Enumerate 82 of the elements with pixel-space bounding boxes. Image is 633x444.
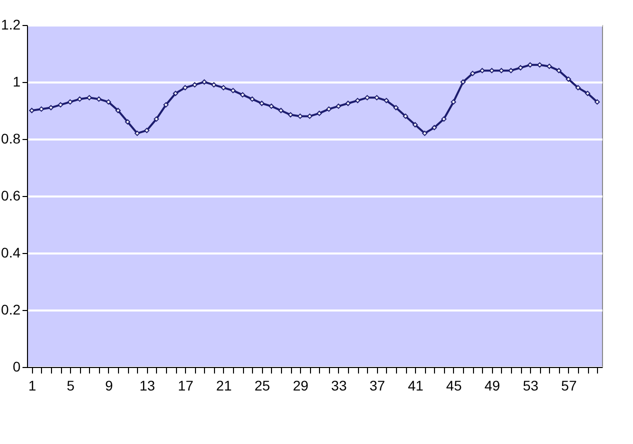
x-tick-label: 45 bbox=[446, 378, 462, 394]
point bbox=[432, 124, 437, 130]
point bbox=[240, 92, 246, 98]
point bbox=[508, 68, 514, 74]
x-tick-label: 1 bbox=[28, 378, 36, 394]
x-tick-label: 21 bbox=[216, 378, 232, 394]
point bbox=[125, 119, 130, 125]
point bbox=[48, 105, 54, 110]
point bbox=[182, 85, 188, 90]
y-tick-label: 0.4 bbox=[1, 244, 21, 260]
point bbox=[441, 116, 446, 122]
y-tick-label: 0.2 bbox=[1, 302, 21, 318]
point bbox=[77, 96, 82, 102]
point bbox=[498, 68, 504, 74]
point bbox=[58, 102, 64, 108]
point bbox=[278, 108, 284, 114]
point bbox=[585, 90, 590, 96]
point bbox=[384, 98, 389, 104]
point bbox=[546, 64, 552, 69]
point bbox=[460, 79, 466, 85]
point bbox=[556, 68, 562, 74]
x-tick-label: 57 bbox=[561, 378, 577, 394]
point bbox=[470, 70, 476, 76]
point bbox=[172, 90, 178, 96]
point bbox=[192, 82, 198, 88]
point bbox=[144, 128, 150, 134]
y-tick-label: 1 bbox=[12, 74, 21, 90]
x-tick-label: 41 bbox=[408, 378, 424, 394]
x-tick-label: 9 bbox=[105, 378, 114, 394]
point bbox=[594, 99, 600, 105]
point bbox=[412, 122, 418, 128]
x-tick-label: 13 bbox=[140, 378, 156, 394]
point bbox=[29, 108, 34, 114]
x-tick-label: 25 bbox=[254, 378, 270, 394]
point bbox=[422, 130, 428, 136]
point bbox=[163, 102, 169, 108]
point bbox=[288, 112, 294, 118]
point bbox=[134, 130, 140, 136]
x-tick-label: 17 bbox=[178, 378, 194, 394]
point bbox=[355, 98, 360, 104]
x-tick-label: 5 bbox=[66, 378, 75, 394]
y-tick-label: 0.6 bbox=[1, 188, 21, 204]
y-tick-label: 1.2 bbox=[1, 16, 21, 32]
point bbox=[402, 114, 408, 119]
x-tick-label: 29 bbox=[292, 378, 309, 394]
x-tick-label: 53 bbox=[522, 378, 539, 394]
y-tick-label: 0.8 bbox=[1, 130, 21, 146]
point bbox=[298, 114, 303, 119]
point bbox=[202, 79, 207, 85]
point bbox=[307, 114, 312, 119]
point bbox=[115, 108, 121, 114]
point bbox=[106, 99, 112, 105]
point bbox=[230, 88, 236, 94]
point bbox=[566, 76, 572, 82]
point bbox=[250, 96, 255, 102]
point bbox=[268, 104, 274, 109]
point bbox=[336, 104, 342, 109]
point bbox=[450, 99, 456, 105]
point bbox=[68, 99, 73, 105]
point bbox=[364, 95, 370, 100]
y-tick-label: 0 bbox=[12, 358, 21, 374]
x-tick-label: 49 bbox=[484, 378, 500, 394]
point bbox=[211, 82, 216, 88]
x-tick-label: 37 bbox=[370, 378, 386, 394]
point bbox=[537, 62, 542, 68]
point bbox=[316, 110, 322, 116]
point bbox=[86, 95, 92, 100]
point bbox=[259, 100, 264, 106]
point bbox=[154, 116, 159, 122]
point bbox=[489, 68, 494, 74]
x-tick-label: 33 bbox=[331, 378, 347, 394]
point bbox=[345, 100, 351, 106]
point bbox=[374, 95, 380, 100]
point bbox=[518, 65, 524, 70]
point bbox=[393, 105, 399, 110]
point bbox=[326, 106, 332, 112]
point bbox=[38, 106, 44, 112]
point bbox=[575, 85, 581, 90]
point bbox=[528, 62, 533, 68]
point bbox=[220, 85, 226, 90]
point bbox=[96, 96, 102, 102]
point bbox=[480, 68, 485, 74]
